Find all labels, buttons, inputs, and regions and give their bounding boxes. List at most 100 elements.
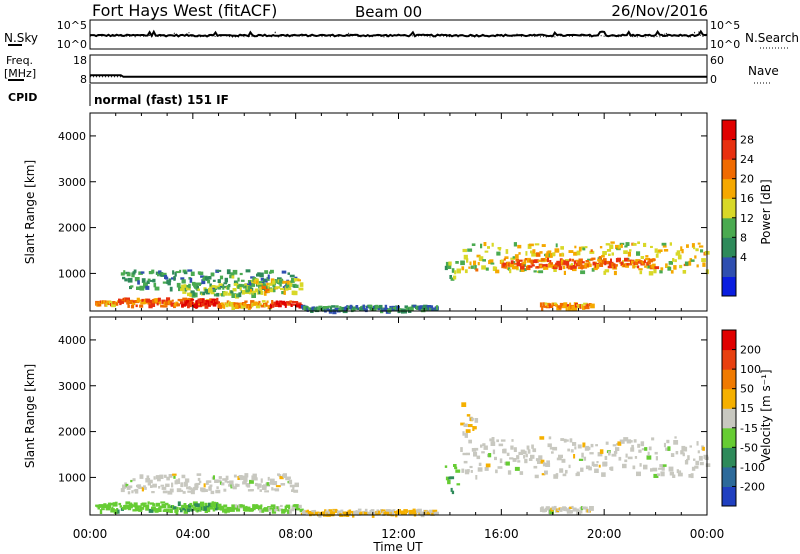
heatmap-cell — [571, 258, 575, 262]
heatmap-cell — [666, 439, 670, 444]
heatmap-cell — [583, 456, 587, 461]
heatmap-cell — [534, 259, 539, 263]
heatmap-cell — [211, 298, 215, 301]
heatmap-cell — [148, 508, 154, 513]
heatmap-cell — [555, 304, 558, 307]
heatmap-cell — [212, 279, 216, 282]
heatmap-cell — [230, 484, 233, 489]
heatmap-cell — [584, 506, 588, 509]
heatmap-cell — [553, 302, 558, 305]
heatmap-cell — [556, 457, 562, 461]
heatmap-cell — [177, 501, 181, 506]
heatmap-cell — [204, 489, 208, 492]
heatmap-cell — [166, 476, 170, 481]
heatmap-cell — [241, 290, 245, 295]
heatmap-cell — [180, 301, 184, 305]
heatmap-cell — [476, 254, 481, 258]
heatmap-cell — [283, 509, 286, 513]
heatmap-cell — [534, 474, 539, 479]
heatmap-cell — [528, 243, 534, 247]
colorbar-tick-label: 12 — [740, 212, 754, 225]
station-title: Fort Hays West (fitACF) — [92, 1, 277, 20]
heatmap-cell — [391, 510, 395, 516]
heatmap-cell — [188, 283, 191, 289]
heatmap-cell — [255, 304, 261, 309]
heatmap-cell — [122, 276, 126, 280]
heatmap-cell — [691, 466, 696, 471]
heatmap-cell — [431, 512, 435, 516]
heatmap-cell — [239, 476, 244, 481]
heatmap-cell — [368, 304, 373, 309]
heatmap-cell — [507, 470, 512, 475]
heatmap-cell — [693, 458, 696, 461]
heatmap-cell — [260, 504, 263, 508]
heatmap-cell — [524, 268, 527, 272]
heatmap-cell — [119, 303, 122, 306]
heatmap-cell — [286, 509, 290, 514]
heatmap-cell — [319, 305, 323, 310]
heatmap-cell — [223, 282, 228, 285]
heatmap-cell — [522, 261, 527, 265]
heatmap-cell — [311, 306, 314, 310]
heatmap-cell — [190, 490, 195, 495]
heatmap-cell — [137, 280, 140, 285]
heatmap-cell — [547, 250, 552, 255]
heatmap-cell — [187, 298, 190, 301]
heatmap-cell — [599, 262, 604, 267]
heatmap-cell — [232, 288, 237, 292]
heatmap-cell — [151, 506, 156, 510]
heatmap-cell — [147, 278, 151, 282]
heatmap-cell — [679, 470, 682, 474]
heatmap-cell — [569, 506, 573, 509]
heatmap-cell — [264, 490, 269, 493]
heatmap-cell — [168, 474, 173, 478]
heatmap-cell — [176, 282, 181, 288]
heatmap-cell — [287, 280, 291, 285]
heatmap-cell — [276, 300, 279, 304]
heatmap-cell — [631, 444, 634, 450]
heatmap-cell — [598, 256, 602, 261]
heatmap-cell — [604, 269, 610, 273]
heatmap-cell — [608, 451, 611, 456]
heatmap-cell — [698, 455, 703, 461]
heatmap-cell — [559, 468, 564, 473]
heatmap-cell — [161, 503, 167, 509]
heatmap-cell — [217, 279, 221, 283]
heatmap-cell — [541, 473, 546, 476]
heatmap-cell — [510, 257, 515, 260]
heatmap-cell — [139, 304, 144, 308]
heatmap-cell — [275, 485, 281, 488]
heatmap-cell — [495, 269, 500, 274]
heatmap-cell — [225, 475, 229, 480]
heatmap-cell — [291, 505, 297, 510]
heatmap-cell — [346, 305, 349, 310]
heatmap-cell — [589, 250, 595, 254]
heatmap-cell — [241, 504, 245, 508]
heatmap-cell — [290, 280, 295, 283]
heatmap-cell — [149, 502, 154, 505]
heatmap-cell — [385, 509, 391, 512]
heatmap-cell — [566, 439, 569, 442]
heatmap-cell — [183, 271, 188, 275]
heatmap-cell — [574, 245, 577, 249]
heatmap-cell — [456, 483, 461, 486]
heatmap-cell — [125, 483, 129, 487]
heatmap-cell — [158, 301, 161, 305]
heatmap-cell — [542, 462, 546, 467]
colorbar-tick-label: 15 — [740, 402, 754, 415]
heatmap-cell — [284, 304, 287, 308]
heatmap-cell — [532, 448, 537, 453]
heatmap-cell — [653, 473, 659, 478]
heatmap-cell — [231, 293, 237, 298]
heatmap-cell — [575, 259, 580, 262]
heatmap-cell — [256, 505, 262, 508]
heatmap-cell — [329, 307, 333, 312]
heatmap-cell — [130, 479, 133, 483]
heatmap-cell — [545, 506, 550, 509]
colorbar-tick-label: 200 — [740, 344, 761, 357]
heatmap-cell — [243, 476, 248, 482]
nave-label: Nave — [748, 64, 779, 78]
heatmap-cell — [182, 303, 187, 306]
heatmap-cell — [656, 473, 660, 476]
heatmap-cell — [521, 262, 524, 267]
